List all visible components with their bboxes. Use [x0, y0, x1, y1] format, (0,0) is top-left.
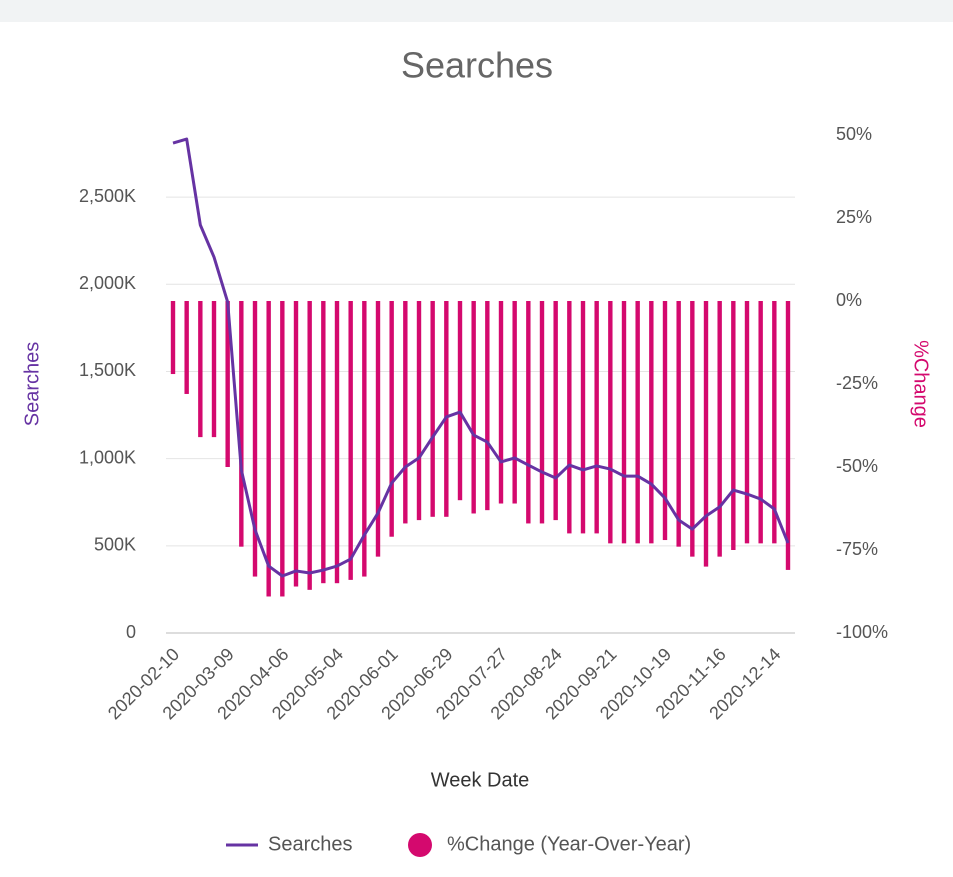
- bar: [416, 301, 422, 521]
- bar: [430, 301, 435, 517]
- bar: [676, 301, 681, 547]
- bar: [225, 301, 230, 467]
- bar: [362, 301, 367, 577]
- bar: [389, 301, 394, 537]
- bar: [444, 301, 449, 517]
- bar: [758, 301, 763, 544]
- bar: [471, 301, 476, 514]
- bar: [539, 301, 545, 524]
- bar: [608, 301, 613, 544]
- bar: [785, 301, 791, 570]
- bar: [703, 301, 709, 567]
- bar: [526, 301, 531, 524]
- y-tick-label: 2,500K: [79, 186, 136, 206]
- bar: [170, 301, 176, 375]
- bar: [580, 301, 586, 534]
- y2-tick-label: 0%: [836, 290, 862, 310]
- bar: [280, 301, 285, 597]
- bar: [553, 301, 558, 521]
- bar: [512, 301, 517, 504]
- y-tick-label: 1,500K: [79, 360, 136, 380]
- chart-title: Searches: [401, 45, 553, 86]
- bar: [731, 301, 736, 550]
- y2-tick-label: -100%: [836, 622, 888, 642]
- bar: [772, 301, 777, 544]
- bar: [375, 301, 381, 557]
- bar: [621, 301, 627, 544]
- legend-label: %Change (Year-Over-Year): [447, 833, 691, 855]
- bar: [334, 301, 340, 584]
- bar: [635, 301, 640, 544]
- bar: [184, 301, 189, 394]
- bar: [457, 301, 463, 501]
- bar: [594, 301, 599, 534]
- y-tick-label: 1,000K: [79, 447, 136, 467]
- top-band: [0, 0, 953, 22]
- bar: [498, 301, 504, 504]
- line: [172, 137, 790, 578]
- bar: [744, 301, 750, 544]
- y-tick-label: 0: [126, 622, 136, 642]
- y2-tick-label: 25%: [836, 207, 872, 227]
- bar: [266, 301, 271, 597]
- bar: [293, 301, 299, 587]
- y2-tick-label: -25%: [836, 373, 878, 393]
- bar: [690, 301, 695, 557]
- y2-tick-label: -50%: [836, 456, 878, 476]
- legend-dot: [408, 833, 432, 857]
- bar: [717, 301, 722, 557]
- legend-label: Searches: [268, 833, 353, 855]
- y2-axis-title: %Change: [910, 340, 932, 428]
- bar: [403, 301, 408, 524]
- bar: [307, 301, 312, 590]
- y-tick-label: 2,000K: [79, 273, 136, 293]
- bar: [348, 301, 353, 580]
- y-tick-label: 500K: [94, 535, 136, 555]
- bar: [211, 301, 217, 438]
- bar: [485, 301, 490, 511]
- bar: [567, 301, 572, 534]
- bar: [252, 301, 258, 577]
- bar: [649, 301, 654, 544]
- bar: [321, 301, 326, 584]
- x-axis-title: Week Date: [431, 769, 530, 791]
- bar: [239, 301, 244, 547]
- y2-tick-label: -75%: [836, 539, 878, 559]
- y2-tick-label: 50%: [836, 124, 872, 144]
- y-axis-title: Searches: [21, 342, 43, 427]
- bar: [662, 301, 668, 541]
- bar: [198, 301, 203, 438]
